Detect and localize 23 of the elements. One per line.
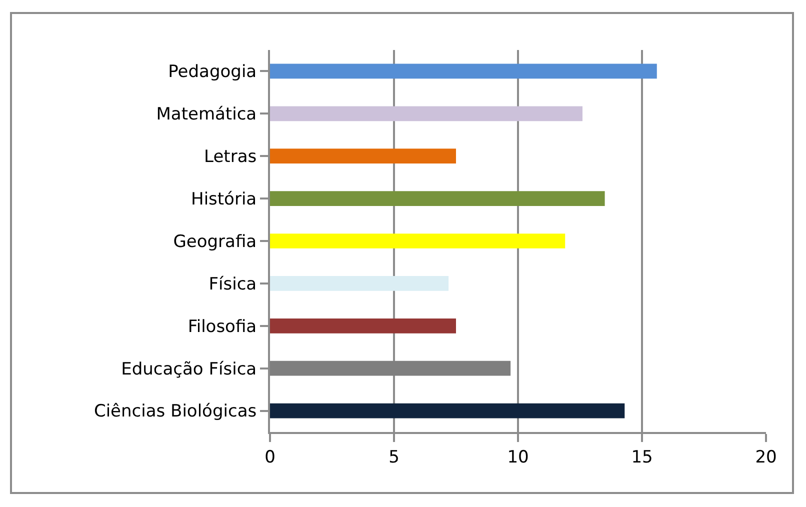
bar: [270, 403, 625, 418]
x-tick-label: 5: [388, 447, 400, 468]
bar: [270, 234, 566, 248]
bar: [270, 360, 511, 376]
bar: [270, 106, 582, 122]
y-tick-label: Letras: [204, 147, 257, 168]
y-tick-label: Pedagogia: [168, 62, 257, 82]
bar: [270, 276, 449, 291]
y-tick-label: Física: [208, 274, 257, 294]
x-tick-label: 15: [631, 447, 653, 468]
y-tick-label: Filosofia: [188, 316, 257, 337]
y-tick-label: Educação Física: [121, 359, 257, 380]
x-tick-label: 20: [755, 447, 777, 468]
bar: [270, 148, 456, 164]
bar: [270, 318, 456, 334]
bar: [270, 64, 657, 79]
y-tick-label: Ciências Biológicas: [94, 402, 257, 422]
bar: [270, 191, 605, 206]
y-tick-label: Geografia: [173, 232, 257, 252]
y-tick-label: Matemática: [156, 104, 257, 125]
x-tick-label: 0: [264, 447, 276, 468]
y-tick-label: História: [191, 190, 257, 210]
x-tick-label: 10: [507, 447, 529, 468]
